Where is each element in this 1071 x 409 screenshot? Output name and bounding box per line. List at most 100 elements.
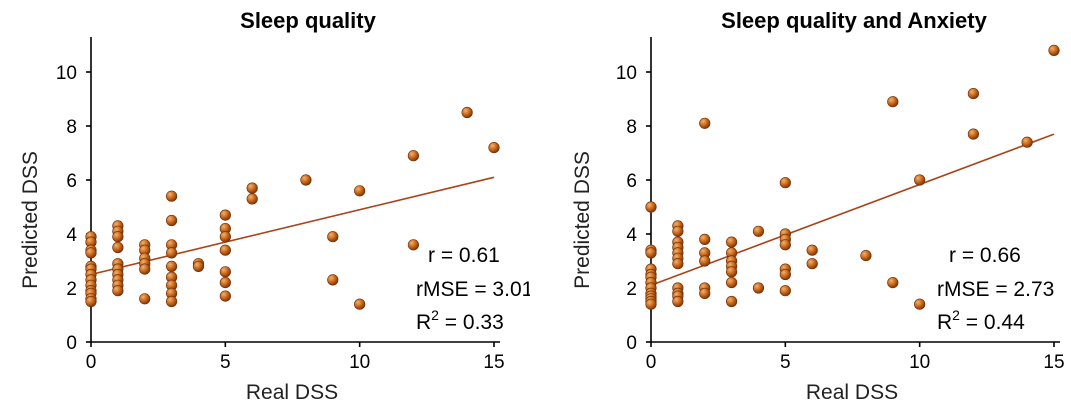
- data-point: [219, 277, 231, 289]
- data-point: [112, 231, 124, 243]
- data-point: [327, 231, 339, 243]
- data-point: [887, 96, 899, 108]
- data-point: [354, 298, 366, 310]
- r2-label: R: [937, 311, 952, 334]
- data-point: [645, 201, 657, 213]
- data-point: [699, 255, 711, 267]
- data-point: [645, 247, 657, 259]
- r2-value: = 0.33: [439, 311, 504, 334]
- rmse-stat: rMSE = 3.01: [416, 278, 530, 301]
- r2-value: = 0.44: [960, 311, 1025, 334]
- rmse-stat: rMSE = 2.73: [937, 278, 1054, 301]
- data-point: [645, 298, 657, 310]
- r2-superscript: 2: [952, 307, 960, 323]
- data-point: [726, 277, 738, 289]
- y-axis-label: Predicted DSS: [19, 151, 42, 289]
- data-point: [219, 290, 231, 302]
- y-axis-label: Predicted DSS: [571, 151, 594, 289]
- data-point: [860, 250, 872, 262]
- data-point: [139, 263, 151, 275]
- data-point: [219, 209, 231, 221]
- data-point: [806, 258, 818, 270]
- data-point: [779, 285, 791, 297]
- r-stat: r = 0.66: [949, 244, 1021, 267]
- x-axis-label: Real DSS: [246, 381, 338, 404]
- data-point: [300, 174, 312, 186]
- data-point: [139, 293, 151, 305]
- x-tick-label: 10: [909, 352, 930, 373]
- scatter-chart-sleep-quality-anxiety: Sleep quality and Anxiety Predicted DSS …: [571, 8, 1065, 404]
- data-point: [699, 287, 711, 300]
- r-stat: r = 0.61: [428, 244, 500, 267]
- x-tick-label: 5: [220, 352, 231, 373]
- data-point: [112, 241, 124, 254]
- data-point: [166, 190, 178, 202]
- data-point: [779, 177, 791, 189]
- data-point: [219, 266, 231, 278]
- data-point: [967, 128, 980, 140]
- y-tick-label: 10: [616, 63, 637, 84]
- scatter-chart-sleep-quality: Sleep quality Predicted DSS Real DSS r =…: [19, 8, 530, 404]
- r2-label: R: [416, 311, 431, 334]
- data-point: [699, 117, 711, 129]
- data-point: [672, 295, 684, 308]
- data-point: [166, 214, 178, 227]
- data-point: [85, 247, 97, 259]
- data-point: [806, 244, 818, 256]
- y-tick-label: 0: [626, 333, 637, 354]
- data-point: [166, 247, 178, 259]
- data-point: [752, 282, 765, 294]
- data-point: [726, 266, 738, 278]
- data-point: [461, 106, 473, 119]
- data-point: [672, 225, 684, 237]
- data-point: [1048, 44, 1060, 57]
- data-point: [354, 185, 366, 197]
- data-point: [246, 193, 258, 205]
- x-axis-label: Real DSS: [806, 381, 898, 404]
- data-point: [166, 295, 178, 308]
- y-tick-label: 0: [66, 333, 77, 354]
- r2-stat: R2 = 0.33: [416, 307, 504, 334]
- y-tick-label: 4: [626, 225, 637, 246]
- data-point: [967, 87, 980, 100]
- y-tick-label: 8: [66, 117, 77, 138]
- y-tick-label: 6: [626, 171, 637, 192]
- chart-title: Sleep quality: [240, 8, 376, 33]
- data-point: [726, 236, 738, 248]
- y-tick-label: 6: [66, 171, 77, 192]
- data-point: [914, 174, 926, 186]
- x-tick-label: 15: [483, 352, 504, 373]
- r2-stat: R2 = 0.44: [937, 307, 1025, 334]
- data-point: [488, 142, 500, 154]
- trend-line: [650, 133, 1055, 287]
- y-tick-label: 2: [626, 279, 637, 300]
- data-point: [246, 182, 258, 194]
- y-tick-label: 8: [626, 117, 637, 138]
- data-point: [779, 239, 791, 251]
- data-point: [112, 285, 124, 297]
- chart-title: Sleep quality and Anxiety: [721, 8, 987, 33]
- x-tick-label: 10: [349, 352, 370, 373]
- data-point: [219, 244, 231, 256]
- data-point: [166, 260, 178, 273]
- data-point: [914, 298, 926, 310]
- data-point: [779, 268, 791, 281]
- data-point: [699, 233, 711, 245]
- data-point: [192, 260, 205, 273]
- r2-superscript: 2: [431, 307, 439, 323]
- x-tick-label: 5: [780, 352, 791, 373]
- trend-line: [90, 176, 495, 276]
- y-tick-label: 2: [66, 279, 77, 300]
- data-point: [672, 258, 684, 270]
- x-tick-label: 0: [86, 352, 97, 373]
- data-point: [1021, 136, 1033, 148]
- data-point: [85, 295, 97, 308]
- data-point: [327, 274, 339, 286]
- data-point: [407, 239, 420, 251]
- y-tick-label: 10: [56, 63, 77, 84]
- y-tick-label: 4: [66, 225, 77, 246]
- data-point: [726, 295, 738, 308]
- x-tick-label: 15: [1043, 352, 1064, 373]
- data-point: [407, 150, 420, 162]
- x-tick-label: 0: [646, 352, 657, 373]
